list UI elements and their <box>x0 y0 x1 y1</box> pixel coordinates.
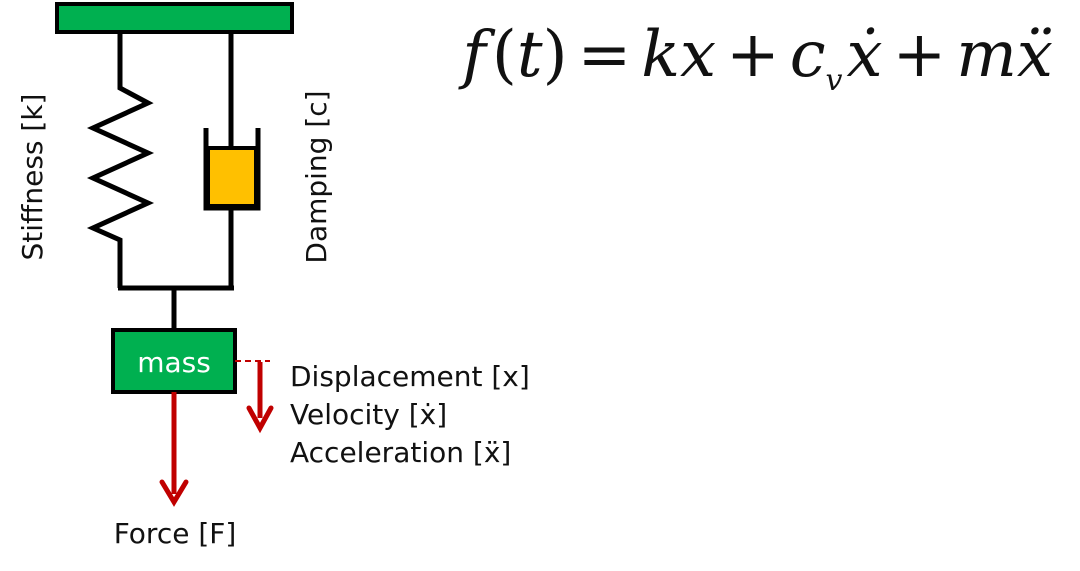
mass-label: mass <box>137 346 211 379</box>
spring-icon <box>86 32 155 288</box>
eq-plus-1: + <box>726 18 780 92</box>
equation-of-motion: f(t) = kx + cvẋ + mẍ <box>458 18 1053 98</box>
eq-term-kx: kx <box>641 18 716 92</box>
acceleration-label: Acceleration [ẍ] <box>290 436 511 469</box>
displacement-label: Displacement [x] <box>290 360 530 393</box>
eq-equals: = <box>578 18 632 92</box>
eq-term-c: c <box>790 18 826 92</box>
eq-plus-2: + <box>893 18 947 92</box>
stiffness-label: Stiffness [k] <box>16 94 49 261</box>
force-arrow-icon <box>159 392 189 507</box>
dashpot-icon <box>203 32 261 288</box>
eq-term-xdot: ẋ <box>847 18 883 92</box>
eq-lhs-open: ( <box>492 18 517 92</box>
velocity-label: Velocity [ẋ] <box>290 398 447 431</box>
damping-label: Damping [c] <box>300 90 333 263</box>
eq-lhs-var: t <box>517 18 543 92</box>
eq-term-c-sub: v <box>826 63 843 98</box>
fixed-support <box>55 2 294 34</box>
force-label: Force [F] <box>114 517 237 550</box>
eq-lhs-close: ) <box>543 18 568 92</box>
eq-term-mxddot: mẍ <box>956 18 1053 92</box>
motion-arrow-icon <box>246 362 274 434</box>
eq-lhs-fn: f <box>458 18 496 92</box>
mass-block <box>111 328 237 394</box>
damper-piston <box>206 146 258 208</box>
